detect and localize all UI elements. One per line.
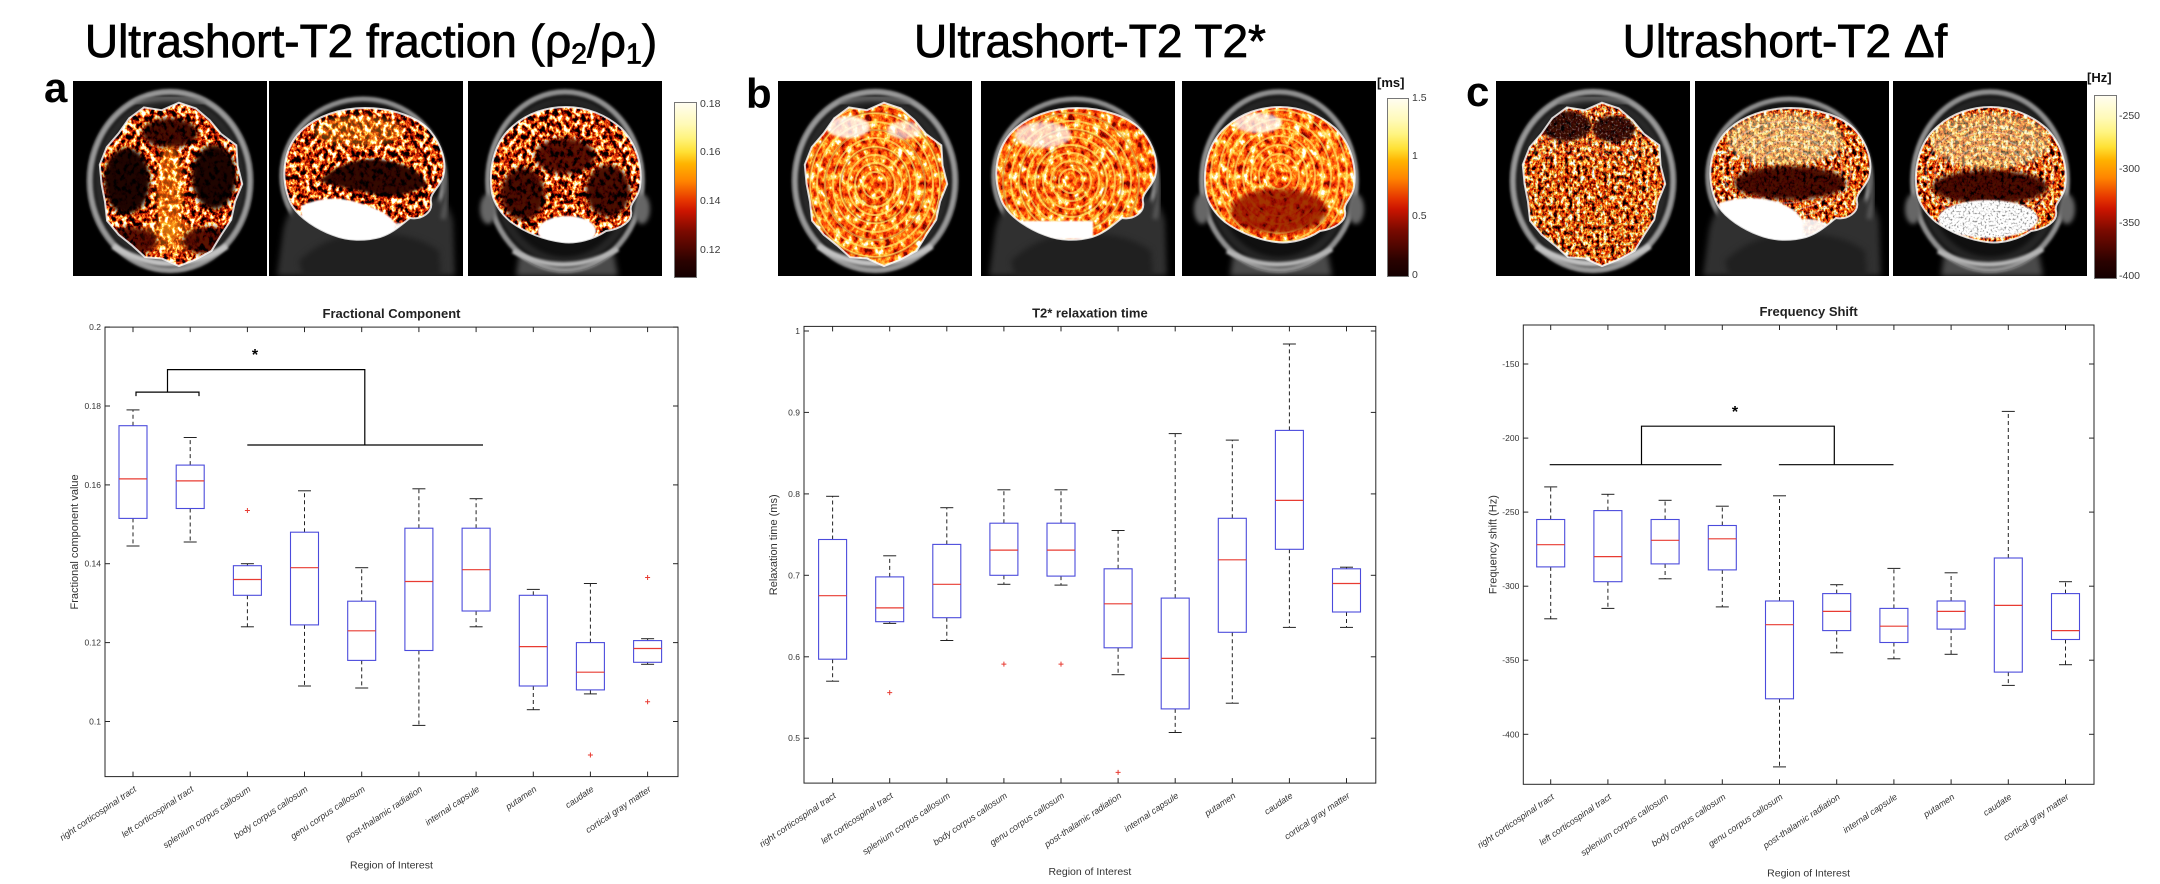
svg-text:*: * <box>252 347 259 364</box>
svg-text:-300: -300 <box>1502 581 1519 591</box>
svg-text:-250: -250 <box>1502 507 1519 517</box>
svg-text:-200: -200 <box>1502 433 1519 443</box>
svg-text:0.1: 0.1 <box>89 717 101 727</box>
svg-text:Relaxation time (ms): Relaxation time (ms) <box>768 494 780 595</box>
svg-text:-350: -350 <box>1502 655 1519 665</box>
svg-text:internal capsule: internal capsule <box>423 784 481 828</box>
svg-text:internal capsule: internal capsule <box>1841 792 1899 836</box>
svg-text:Frequency Shift: Frequency Shift <box>1759 304 1858 319</box>
svg-text:Region of Interest: Region of Interest <box>350 860 433 872</box>
svg-text:0.9: 0.9 <box>788 407 800 417</box>
svg-text:putamen: putamen <box>503 784 538 812</box>
svg-text:0.5: 0.5 <box>788 733 800 743</box>
svg-text:putamen: putamen <box>1202 790 1237 818</box>
svg-text:0.12: 0.12 <box>84 638 101 648</box>
svg-text:Region of Interest: Region of Interest <box>1767 867 1850 879</box>
svg-text:-150: -150 <box>1502 359 1519 369</box>
svg-text:0.6: 0.6 <box>788 652 800 662</box>
svg-text:0.16: 0.16 <box>84 480 101 490</box>
svg-text:Frequency shift (Hz): Frequency shift (Hz) <box>1487 495 1499 594</box>
svg-text:T2* relaxation time: T2* relaxation time <box>1032 305 1148 320</box>
svg-text:putamen: putamen <box>1921 792 1956 820</box>
svg-text:*: * <box>1732 404 1739 421</box>
svg-text:Fractional component value: Fractional component value <box>69 474 81 609</box>
svg-text:Fractional Component: Fractional Component <box>323 306 462 321</box>
svg-text:0.14: 0.14 <box>84 559 101 569</box>
svg-text:caudate: caudate <box>1981 792 2013 818</box>
svg-text:1: 1 <box>795 326 800 336</box>
svg-text:caudate: caudate <box>563 784 595 810</box>
svg-text:Region of Interest: Region of Interest <box>1048 866 1131 878</box>
svg-text:internal capsule: internal capsule <box>1122 790 1180 834</box>
svg-text:0.2: 0.2 <box>89 322 101 332</box>
svg-text:caudate: caudate <box>1262 790 1294 816</box>
svg-text:0.18: 0.18 <box>84 401 101 411</box>
svg-text:-400: -400 <box>1502 729 1519 739</box>
svg-text:0.8: 0.8 <box>788 489 800 499</box>
svg-text:0.7: 0.7 <box>788 570 800 580</box>
